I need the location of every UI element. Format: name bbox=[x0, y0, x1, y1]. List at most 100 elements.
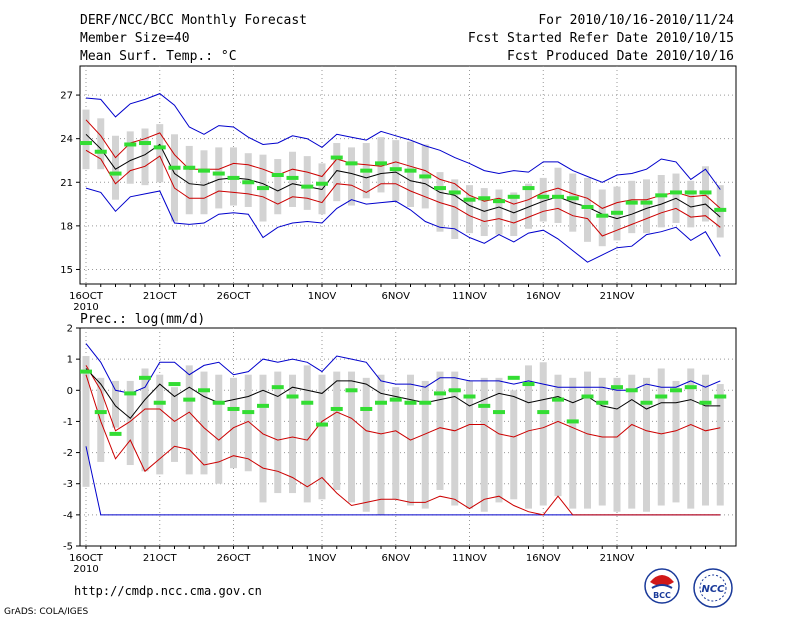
temp-box bbox=[687, 180, 695, 228]
prec-box bbox=[377, 374, 385, 515]
prec-ytick-label: -1 bbox=[63, 417, 73, 428]
temp-obs-marker bbox=[345, 161, 358, 166]
temp-obs-marker bbox=[227, 175, 240, 180]
temp-year-label: 2010 bbox=[73, 302, 98, 313]
temp-obs-marker bbox=[301, 184, 314, 189]
temp-box bbox=[598, 189, 606, 247]
temp-obs-marker bbox=[124, 142, 137, 147]
temp-ytick-label: 24 bbox=[60, 134, 73, 145]
prec-box bbox=[657, 368, 665, 506]
prec-box bbox=[303, 365, 311, 503]
prec-obs-marker bbox=[566, 419, 579, 424]
temp-box bbox=[584, 177, 591, 242]
prec-box bbox=[451, 371, 459, 506]
prec-year-label: 2010 bbox=[73, 564, 98, 575]
temp-obs-marker bbox=[375, 161, 387, 166]
temp-ytick-label: 18 bbox=[60, 221, 73, 232]
prec-obs-marker bbox=[168, 382, 181, 387]
prec-xtick-label: 6NOV bbox=[382, 553, 411, 564]
prec-box bbox=[554, 374, 562, 497]
prec-xtick-label: 1NOV bbox=[308, 553, 337, 564]
prec-ytick-label: -3 bbox=[63, 479, 73, 490]
temp-obs-marker bbox=[153, 145, 166, 150]
prec-box bbox=[495, 377, 503, 503]
prec-ytick-label: 0 bbox=[67, 386, 73, 397]
temp-obs-marker bbox=[286, 175, 299, 180]
prec-obs-marker bbox=[198, 388, 210, 393]
bcc-logo-text: BCC bbox=[653, 591, 671, 600]
prec-obs-marker bbox=[375, 400, 387, 405]
prec-obs-marker bbox=[360, 406, 373, 411]
prec-obs-marker bbox=[153, 400, 166, 405]
temp-obs-marker bbox=[404, 168, 417, 173]
prec-box bbox=[362, 377, 370, 512]
prec-ytick-label: 2 bbox=[67, 324, 73, 335]
prec-obs-marker bbox=[80, 369, 92, 374]
temp-box bbox=[657, 175, 665, 228]
prec-obs-marker bbox=[478, 403, 491, 408]
prec-box bbox=[348, 371, 355, 503]
bcc-logo: BCC bbox=[644, 568, 680, 604]
prec-xtick-label: 26OCT bbox=[217, 553, 252, 564]
prec-box bbox=[643, 377, 650, 512]
temperature-panel: 15 18 21 24 27 16OCT 21OCT 26OCT 1NOV 6NOV 11NOV 16… bbox=[60, 65, 737, 313]
temp-obs-marker bbox=[434, 186, 446, 191]
prec-box bbox=[156, 374, 164, 475]
prec-ytick-label: -2 bbox=[63, 448, 73, 459]
prec-box bbox=[613, 377, 621, 512]
temp-box bbox=[171, 134, 178, 222]
prec-box bbox=[480, 377, 488, 512]
temp-box bbox=[82, 109, 90, 170]
prec-box bbox=[716, 384, 724, 506]
temp-box bbox=[628, 180, 636, 234]
temp-obs-marker bbox=[94, 149, 107, 154]
temp-box bbox=[274, 159, 282, 215]
prec-lower-band-line bbox=[85, 374, 721, 516]
temp-obs-marker bbox=[596, 213, 609, 218]
temp-obs-marker bbox=[611, 210, 623, 215]
prec-box bbox=[274, 371, 282, 494]
prec-obs-marker bbox=[257, 403, 269, 408]
temp-obs-marker bbox=[655, 193, 668, 198]
prec-obs-marker bbox=[670, 388, 682, 393]
prec-obs-marker bbox=[316, 422, 328, 427]
prec-box bbox=[539, 362, 547, 506]
temp-obs-marker bbox=[271, 173, 284, 177]
prec-box bbox=[200, 371, 208, 475]
temp-box bbox=[525, 183, 532, 229]
temp-box bbox=[539, 177, 547, 222]
temp-box bbox=[303, 156, 311, 210]
precip-title: Prec.: log(mm/d) bbox=[80, 312, 205, 327]
temp-box bbox=[407, 141, 414, 207]
prec-box bbox=[569, 377, 577, 509]
produced-date: Fcst Produced Date 2010/10/16 bbox=[507, 49, 734, 64]
prec-box bbox=[392, 387, 400, 500]
temp-box bbox=[200, 150, 208, 215]
prec-upper-band-line bbox=[85, 365, 721, 441]
temp-obs-marker bbox=[493, 199, 505, 204]
temp-box bbox=[156, 124, 164, 183]
temp-xtick-label: 1NOV bbox=[308, 291, 337, 302]
prec-obs-marker bbox=[286, 394, 299, 399]
prec-xtick-label: 16NOV bbox=[526, 553, 561, 564]
prec-ensemble-mean-line bbox=[85, 368, 721, 420]
temp-obs-marker bbox=[389, 167, 402, 172]
prec-box bbox=[525, 365, 532, 509]
prec-box bbox=[289, 374, 296, 494]
temp-obs-marker bbox=[242, 180, 255, 185]
prec-box bbox=[82, 356, 90, 487]
prec-obs-marker bbox=[581, 394, 594, 399]
temp-ytick-label: 27 bbox=[60, 91, 73, 102]
prec-obs-marker bbox=[640, 400, 653, 405]
prec-box bbox=[510, 390, 518, 500]
prec-obs-marker bbox=[124, 391, 137, 396]
temp-box bbox=[643, 179, 650, 234]
started-date: Fcst Started Refer Date 2010/10/15 bbox=[468, 31, 734, 46]
source-url: http://cmdp.ncc.cma.gov.cn bbox=[74, 584, 262, 598]
temp-obs-marker bbox=[316, 181, 328, 186]
temp-box bbox=[495, 189, 503, 235]
prec-box bbox=[171, 387, 178, 462]
prec-obs-marker bbox=[448, 388, 461, 393]
prec-obs-marker bbox=[212, 400, 225, 405]
